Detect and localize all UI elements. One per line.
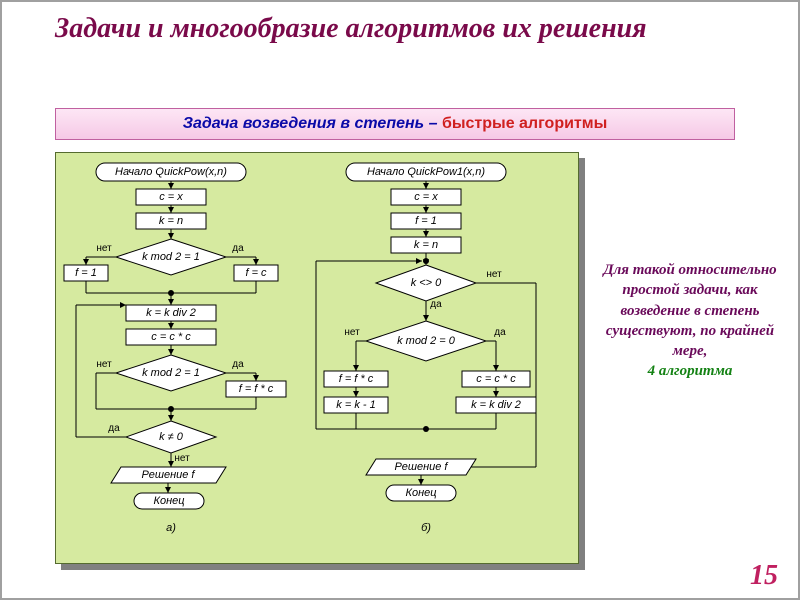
flowchart-panel: Начало QuickPow(x,n) c = x k = n k mod 2… <box>55 152 585 570</box>
svg-text:б): б) <box>421 522 431 534</box>
svg-text:f = f * c: f = f * c <box>339 373 374 385</box>
svg-text:f = f * c: f = f * c <box>239 383 274 395</box>
svg-text:k <> 0: k <> 0 <box>411 277 442 289</box>
side-purple: Для такой относительно простой задачи, к… <box>603 262 776 359</box>
svg-text:нет: нет <box>486 269 502 280</box>
side-green: 4 алгоритма <box>648 363 733 379</box>
svg-text:k ≠ 0: k ≠ 0 <box>159 431 184 443</box>
svg-text:c = c * c: c = c * c <box>151 331 191 343</box>
svg-text:k = k - 1: k = k - 1 <box>336 399 375 411</box>
panel-bg: Начало QuickPow(x,n) c = x k = n k mod 2… <box>55 152 579 564</box>
svg-text:нет: нет <box>96 359 112 370</box>
svg-text:k = n: k = n <box>159 215 183 227</box>
svg-text:k = k div 2: k = k div 2 <box>471 399 521 411</box>
page-number: 15 <box>750 560 778 592</box>
flowchart-a: Начало QuickPow(x,n) c = x k = n k mod 2… <box>64 163 286 534</box>
svg-text:нет: нет <box>174 453 190 464</box>
subtitle-left: Задача возведения в степень – <box>183 115 438 132</box>
flowchart-svg: Начало QuickPow(x,n) c = x k = n k mod 2… <box>56 153 580 565</box>
svg-text:k mod 2 = 1: k mod 2 = 1 <box>142 251 200 263</box>
svg-text:а): а) <box>166 522 176 534</box>
svg-text:k mod 2 = 1: k mod 2 = 1 <box>142 367 200 379</box>
svg-text:f = 1: f = 1 <box>75 267 97 279</box>
svg-text:f = c: f = c <box>245 267 267 279</box>
svg-text:Начало QuickPow(x,n): Начало QuickPow(x,n) <box>115 166 227 178</box>
svg-text:Решение f: Решение f <box>395 461 449 473</box>
svg-text:нет: нет <box>96 243 112 254</box>
svg-text:k = k div 2: k = k div 2 <box>146 307 196 319</box>
subtitle-bar: Задача возведения в степень – быстрые ал… <box>55 108 735 140</box>
svg-text:да: да <box>430 299 442 310</box>
svg-text:k = n: k = n <box>414 239 438 251</box>
side-text: Для такой относительно простой задачи, к… <box>600 260 780 382</box>
svg-text:да: да <box>232 359 244 370</box>
svg-text:нет: нет <box>344 327 360 338</box>
svg-text:c = x: c = x <box>414 191 438 203</box>
svg-text:Конец: Конец <box>153 495 184 507</box>
svg-text:да: да <box>108 423 120 434</box>
svg-text:f = 1: f = 1 <box>415 215 437 227</box>
svg-text:да: да <box>232 243 244 254</box>
svg-text:Конец: Конец <box>405 487 436 499</box>
svg-text:Начало QuickPow1(x,n): Начало QuickPow1(x,n) <box>367 166 485 178</box>
svg-text:c = c * c: c = c * c <box>476 373 516 385</box>
subtitle-right: быстрые алгоритмы <box>442 115 607 132</box>
slide-title: Задачи и многообразие алгоритмов их реше… <box>55 12 755 46</box>
svg-text:Решение f: Решение f <box>142 469 196 481</box>
flowchart-b: Начало QuickPow1(x,n) c = x f = 1 k = n … <box>316 163 536 534</box>
svg-text:k mod 2 = 0: k mod 2 = 0 <box>397 335 456 347</box>
svg-text:c = x: c = x <box>159 191 183 203</box>
svg-text:да: да <box>494 327 506 338</box>
